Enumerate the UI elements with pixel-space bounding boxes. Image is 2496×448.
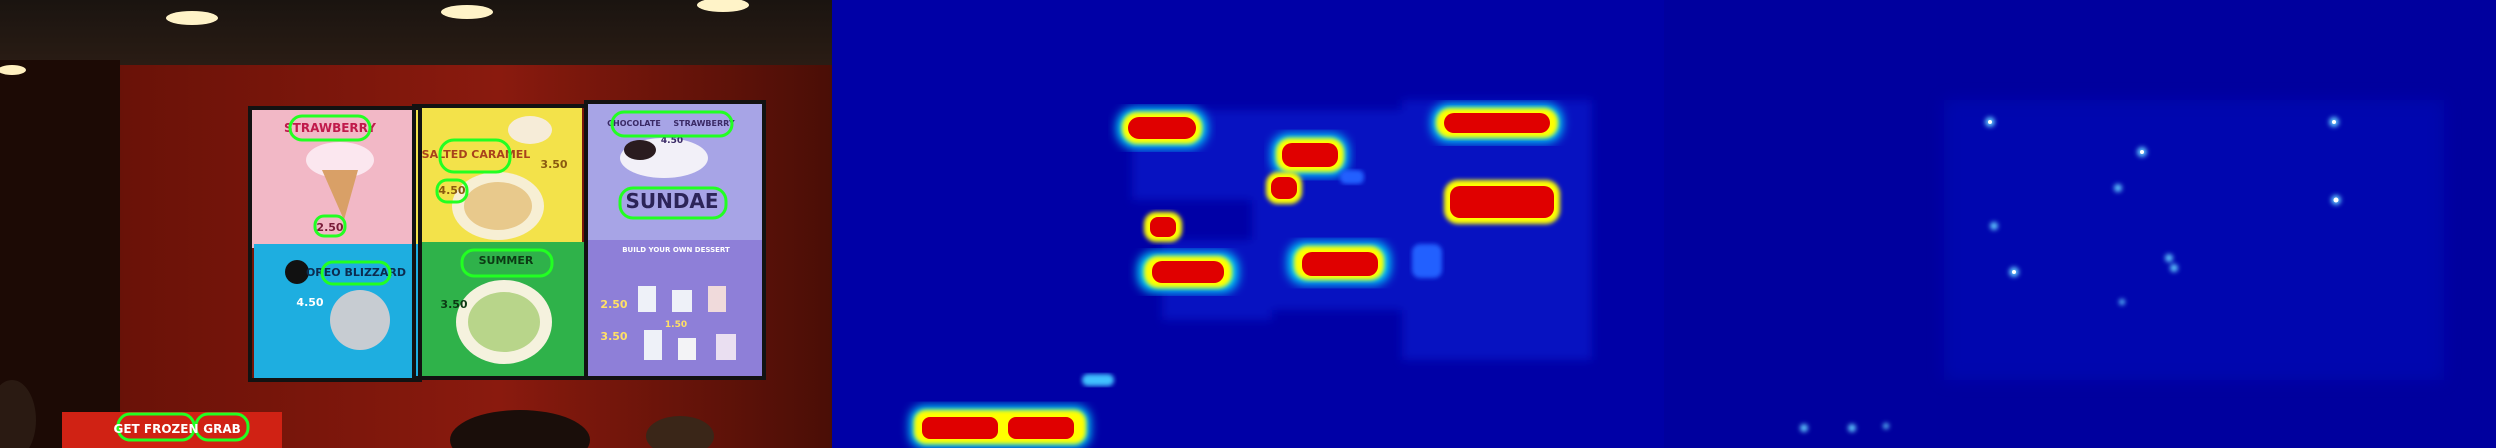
menu-text: 2.50 <box>600 298 627 311</box>
character-heatmap <box>1664 0 2496 448</box>
char-peak <box>2170 264 2178 272</box>
menu-text: BUILD YOUR OWN DESSERT <box>622 246 730 254</box>
char-peak <box>2165 254 2173 262</box>
char-peak <box>2119 299 2125 305</box>
ceiling-light <box>166 11 218 25</box>
menu-board-photo: STRAWBERRY 2.50 SALTED CARAMEL 3.50 4.50… <box>0 0 832 448</box>
menu-text: 3.50 <box>600 330 627 343</box>
char-peak <box>1990 222 1998 230</box>
ceiling-light <box>441 5 493 19</box>
heat-blob-3 <box>1266 172 1302 204</box>
heat-blob-4 <box>1432 104 1562 142</box>
text-heatmap <box>832 0 1664 448</box>
photo-panel: STRAWBERRY 2.50 SALTED CARAMEL 3.50 4.50… <box>0 0 832 448</box>
heat-blob-6 <box>1144 212 1182 242</box>
detection-outlines <box>116 110 734 442</box>
char-peak <box>2114 184 2122 192</box>
char-peak <box>1800 424 1808 432</box>
menu-text: 3.50 <box>540 158 567 171</box>
menu-text: STRAWBERRY <box>673 119 734 128</box>
heat-blob-1 <box>1117 108 1207 148</box>
menu-text: SUMMER <box>479 254 534 267</box>
menu-text: SALTED CARAMEL <box>422 148 531 161</box>
menu-text: 1.50 <box>665 320 687 330</box>
text-heatmap-panel <box>832 0 1664 448</box>
ceiling-light <box>0 65 26 75</box>
sign-text: GET FROZEN <box>114 422 199 436</box>
menu-text: 4.50 <box>438 184 465 197</box>
character-heatmap-panel <box>1664 0 2496 448</box>
heat-blob-9 <box>910 406 1090 448</box>
menu-text: CHOCOLATE <box>607 119 661 128</box>
menu-text: 4.50 <box>296 296 323 309</box>
heat-blob-2 <box>1272 134 1348 176</box>
menu-text: 4.50 <box>661 136 683 146</box>
heat-blob-5 <box>1444 180 1560 224</box>
menu-text: 2.50 <box>316 221 343 234</box>
heat-blob-7 <box>1138 252 1238 292</box>
menu-text: SUNDAE <box>625 189 718 213</box>
menu-text: 3.50 <box>440 298 467 311</box>
char-peak <box>1848 424 1856 432</box>
ceiling-light <box>697 0 749 12</box>
menu-text: STRAWBERRY <box>284 121 376 135</box>
char-peak <box>1883 423 1889 429</box>
heat-blob-8 <box>1288 242 1390 284</box>
sign-text: GRAB <box>203 422 241 436</box>
menu-text: OREO BLIZZARD <box>306 266 406 279</box>
